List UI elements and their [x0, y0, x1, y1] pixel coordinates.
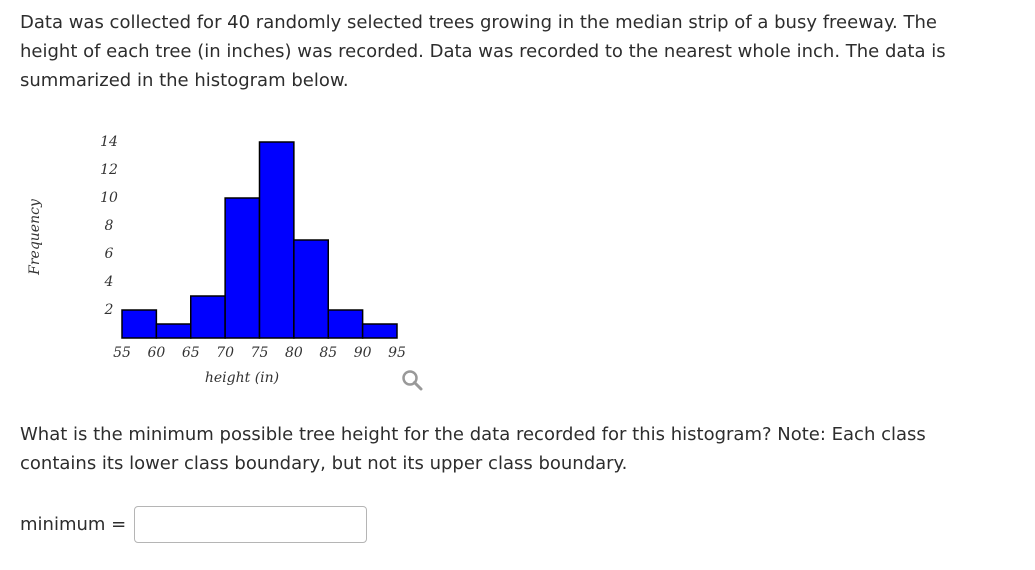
bar — [224, 197, 261, 339]
bar — [293, 239, 329, 339]
bar — [361, 323, 398, 339]
x-axis-label: height (in) — [205, 370, 279, 386]
x-tick-label: 60 — [147, 345, 165, 361]
x-tick-label: 65 — [182, 345, 200, 361]
x-tick-label: 80 — [285, 345, 303, 361]
y-tick-label: 6 — [105, 246, 114, 262]
y-tick-label: 10 — [100, 190, 118, 206]
y-tick-label: 12 — [100, 162, 118, 178]
zoom-icon[interactable] — [400, 368, 426, 394]
question-text: What is the minimum possible tree height… — [20, 424, 926, 474]
x-tick-label: 85 — [319, 345, 337, 361]
intro-text: Data was collected for 40 randomly selec… — [20, 12, 946, 91]
zoom-handle — [413, 381, 423, 391]
x-tick-label: 70 — [216, 345, 234, 361]
bar — [258, 141, 295, 339]
bar — [121, 309, 158, 339]
bar — [327, 309, 364, 339]
y-tick-label: 8 — [105, 218, 114, 234]
bar — [155, 323, 192, 339]
x-tick-label: 75 — [251, 345, 269, 361]
bar — [190, 295, 226, 339]
answer-label: minimum = — [20, 514, 127, 535]
histogram: height (in) Frequency 2 4 6 8 10 12 14 55 60 65 70… — [27, 134, 406, 386]
y-tick-label: 2 — [104, 302, 114, 318]
x-tick-label: 95 — [388, 345, 406, 361]
x-tick-label: 90 — [354, 345, 372, 361]
zoom-lens — [402, 370, 418, 386]
y-tick-label: 4 — [104, 274, 114, 290]
y-tick-label: 14 — [100, 134, 118, 150]
x-tick-label: 55 — [113, 345, 131, 361]
y-axis-label: Frequency — [27, 198, 43, 276]
answer-input[interactable] — [134, 506, 367, 543]
